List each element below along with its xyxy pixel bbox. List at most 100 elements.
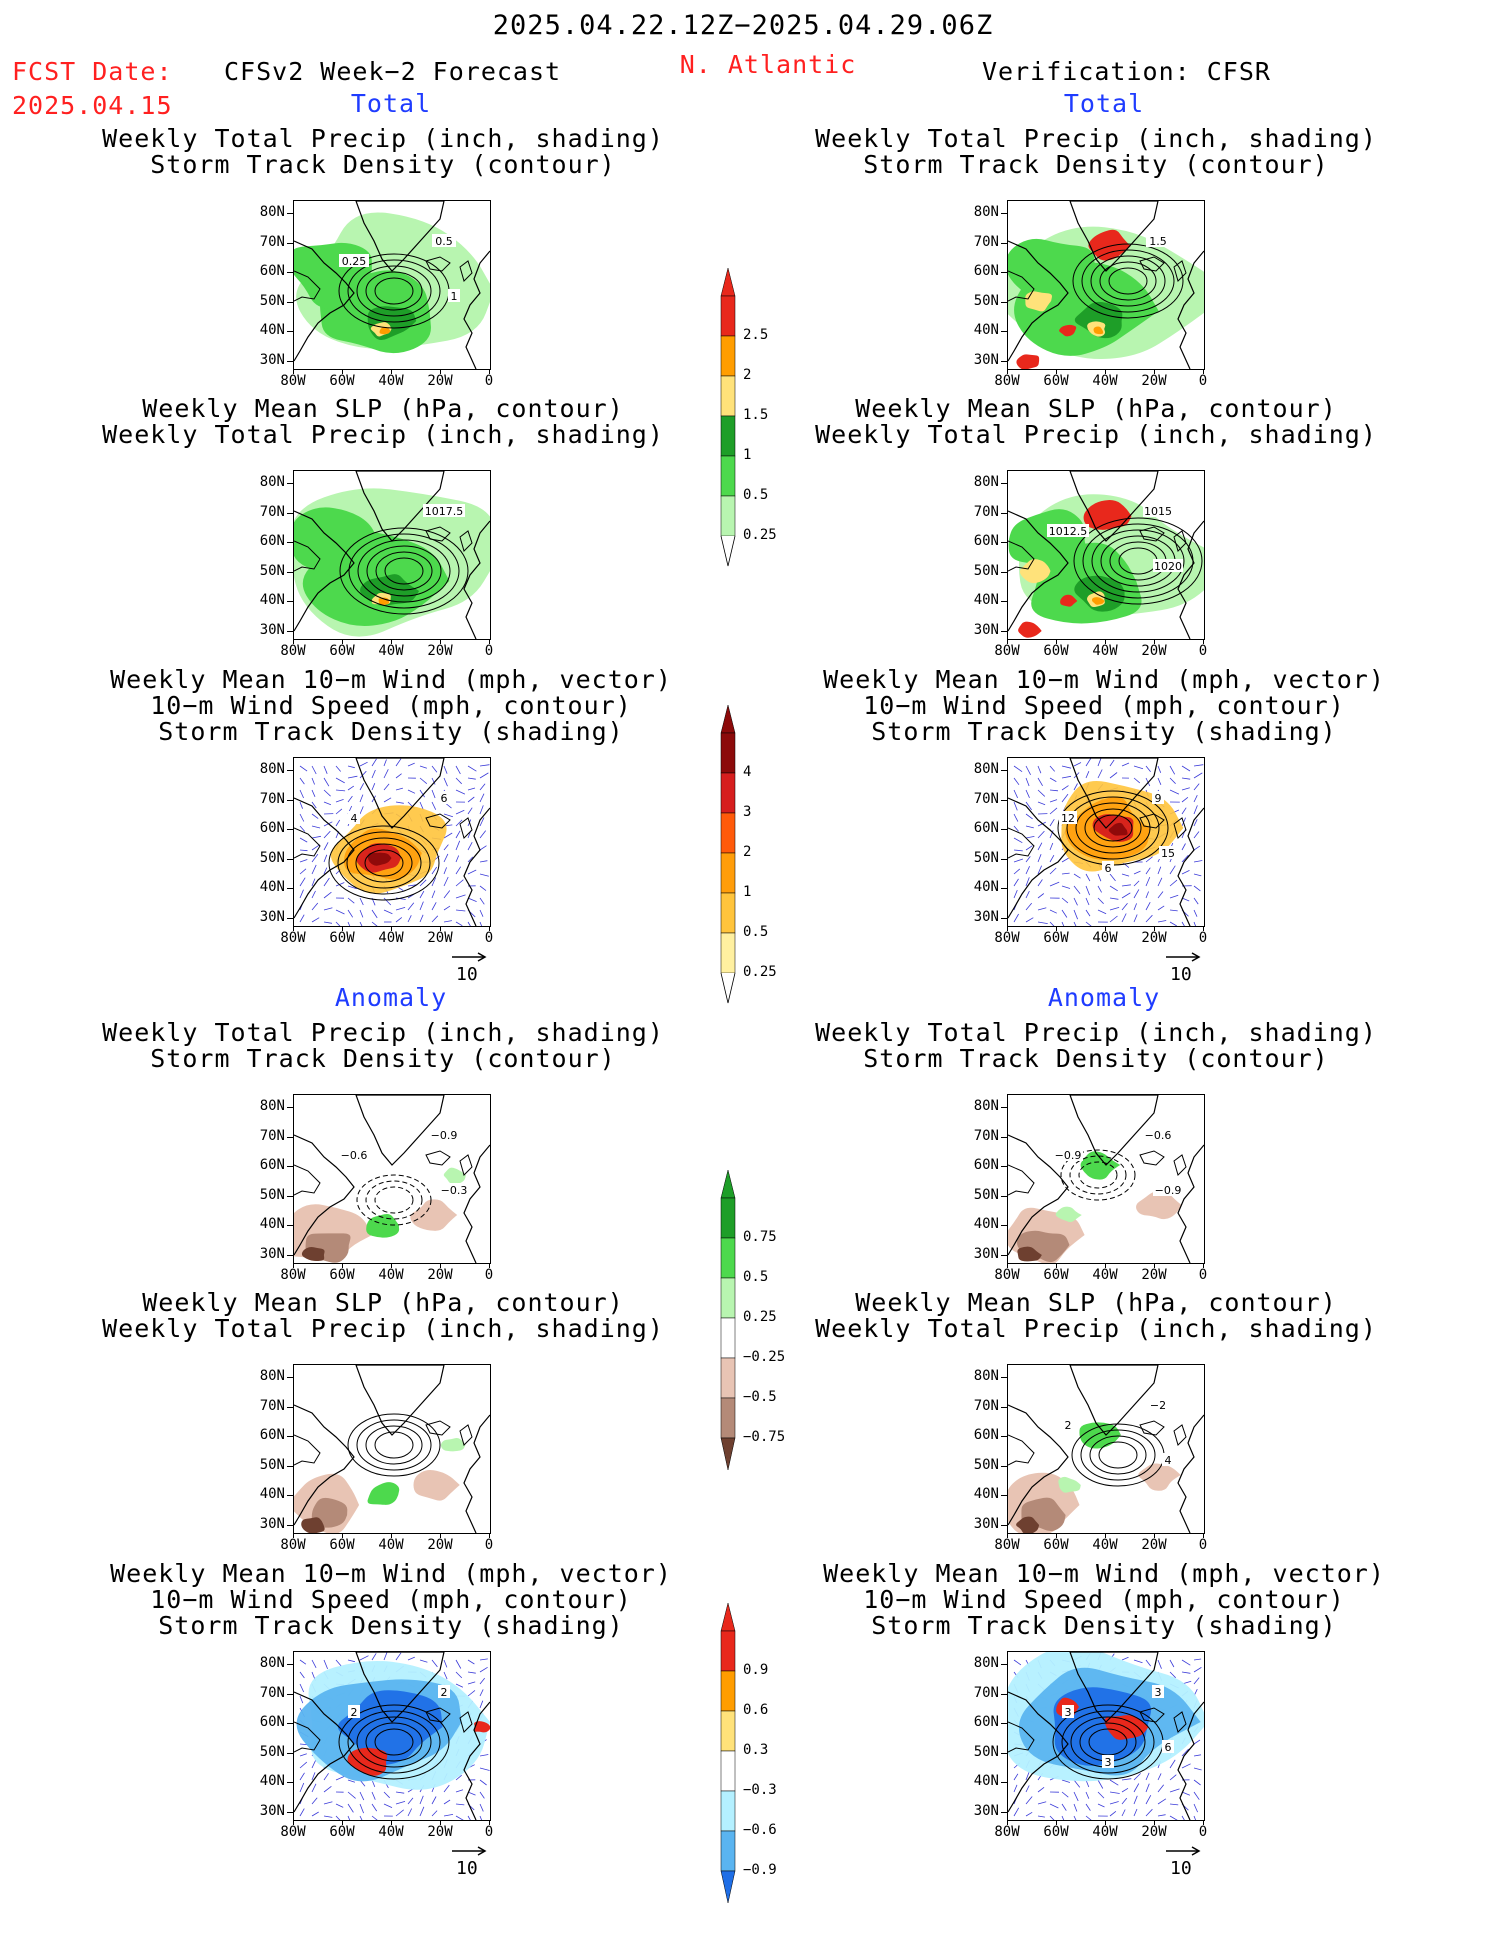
latitude-tick: [287, 1255, 293, 1256]
colorbar-segment: [721, 733, 735, 773]
colorbar-segment: [721, 1198, 735, 1238]
latitude-tick: [1001, 1664, 1007, 1665]
longitude-tick: [1007, 639, 1008, 644]
latitude-label: 70N: [965, 1685, 999, 1701]
longitude-tick: [1105, 639, 1106, 644]
longitude-label: 60W: [329, 1537, 354, 1553]
vector-reference-label: 10: [1170, 964, 1202, 985]
longitude-label: 20W: [1141, 1267, 1166, 1283]
colorbar-segment: [721, 1751, 735, 1791]
longitude-tick: [1007, 1533, 1008, 1538]
contour-label: 1015: [1143, 504, 1173, 518]
longitude-tick: [1056, 1263, 1057, 1268]
longitude-label: 80W: [994, 1267, 1019, 1283]
latitude-label: 40N: [965, 592, 999, 608]
latitude-label: 30N: [251, 1803, 285, 1819]
fcst-label: FCST Date:: [12, 57, 173, 86]
contour-label: 1: [448, 289, 460, 303]
longitude-tick: [1203, 1820, 1204, 1825]
latitude-label: 60N: [251, 1427, 285, 1443]
svg-text:9: 9: [1155, 792, 1162, 805]
longitude-label: 80W: [994, 1537, 1019, 1553]
vector-reference: 10: [448, 1841, 488, 1879]
latitude-tick: [287, 542, 293, 543]
latitude-tick: [287, 1753, 293, 1754]
latitude-label: 30N: [251, 1246, 285, 1262]
latitude-label: 60N: [965, 1714, 999, 1730]
contour-label: 12: [1059, 811, 1077, 825]
longitude-label: 0: [1199, 1267, 1207, 1283]
latitude-tick: [287, 1107, 293, 1108]
latitude-tick: [287, 572, 293, 573]
title-slp-precip-anom-left: Weekly Mean SLP (hPa, contour) Weekly To…: [102, 1290, 664, 1342]
map-panel-precip-verification: 1.5: [1007, 200, 1205, 370]
latitude-label: 70N: [965, 791, 999, 807]
latitude-tick: [287, 1137, 293, 1138]
svg-text:6: 6: [1165, 1741, 1172, 1754]
latitude-label: 70N: [251, 1398, 285, 1414]
latitude-tick: [1001, 859, 1007, 860]
colorbar-bottom-arrow: [721, 536, 735, 566]
latitude-tick: [1001, 1812, 1007, 1813]
colorbar-segment: [721, 416, 735, 456]
latitude-label: 50N: [251, 563, 285, 579]
latitude-tick: [287, 888, 293, 889]
latitude-tick: [287, 213, 293, 214]
title-wind-track-total-left: Weekly Mean 10−m Wind (mph, vector) 10−m…: [110, 667, 672, 745]
colorbar-precip-anom: [719, 1170, 739, 1514]
colorbar-label: 2: [743, 367, 751, 383]
latitude-tick: [1001, 601, 1007, 602]
longitude-label: 60W: [329, 643, 354, 659]
longitude-tick: [391, 1820, 392, 1825]
longitude-label: 80W: [280, 930, 305, 946]
longitude-label: 60W: [1043, 643, 1068, 659]
latitude-label: 80N: [965, 474, 999, 490]
latitude-tick: [1001, 1525, 1007, 1526]
title-precip-track-total-left: Weekly Total Precip (inch, shading) Stor…: [102, 126, 664, 178]
colorbar-segment: [721, 1238, 735, 1278]
longitude-tick: [1105, 1533, 1106, 1538]
latitude-tick: [287, 361, 293, 362]
longitude-label: 80W: [280, 1824, 305, 1840]
vector-reference-arrow-icon: [448, 1845, 488, 1857]
longitude-label: 20W: [427, 373, 452, 389]
longitude-tick: [1203, 1263, 1204, 1268]
latitude-tick: [1001, 918, 1007, 919]
colorbar-segment: [721, 376, 735, 416]
svg-text:6: 6: [1105, 862, 1112, 875]
longitude-label: 40W: [1092, 643, 1117, 659]
latitude-label: 30N: [965, 1516, 999, 1532]
colorbar-bottom-arrow: [721, 1438, 735, 1470]
latitude-label: 80N: [251, 1655, 285, 1671]
longitude-tick: [342, 1820, 343, 1825]
latitude-tick: [287, 1812, 293, 1813]
longitude-label: 80W: [280, 643, 305, 659]
map-panel-slp-forecast: 1017.5: [293, 470, 491, 640]
map-canvas: [294, 1365, 490, 1533]
longitude-tick: [1154, 1820, 1155, 1825]
contour-label: 3: [1062, 1705, 1074, 1719]
longitude-tick: [489, 1533, 490, 1538]
contour-label: −0.6: [339, 1148, 369, 1162]
latitude-label: 80N: [251, 761, 285, 777]
contour-label: 1012.5: [1047, 524, 1089, 538]
map-canvas: −224: [1008, 1365, 1204, 1533]
longitude-label: 40W: [378, 930, 403, 946]
latitude-tick: [287, 1694, 293, 1695]
longitude-label: 80W: [280, 1267, 305, 1283]
colorbar-graphic: [719, 1170, 739, 1510]
colorbar-segment: [721, 1631, 735, 1671]
longitude-label: 40W: [378, 643, 403, 659]
colorbar-label: 0.3: [743, 1742, 768, 1758]
colorbar-label: 0.5: [743, 487, 768, 503]
latitude-tick: [287, 331, 293, 332]
longitude-tick: [391, 1533, 392, 1538]
longitude-tick: [440, 926, 441, 931]
longitude-tick: [1056, 639, 1057, 644]
svg-text:−0.9: −0.9: [431, 1129, 458, 1142]
longitude-label: 40W: [1092, 1824, 1117, 1840]
svg-text:−2: −2: [1150, 1399, 1166, 1412]
longitude-label: 20W: [427, 1824, 452, 1840]
svg-text:3: 3: [1065, 1706, 1072, 1719]
